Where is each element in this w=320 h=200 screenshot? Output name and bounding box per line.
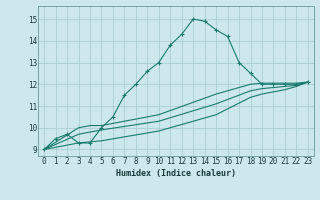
- X-axis label: Humidex (Indice chaleur): Humidex (Indice chaleur): [116, 169, 236, 178]
